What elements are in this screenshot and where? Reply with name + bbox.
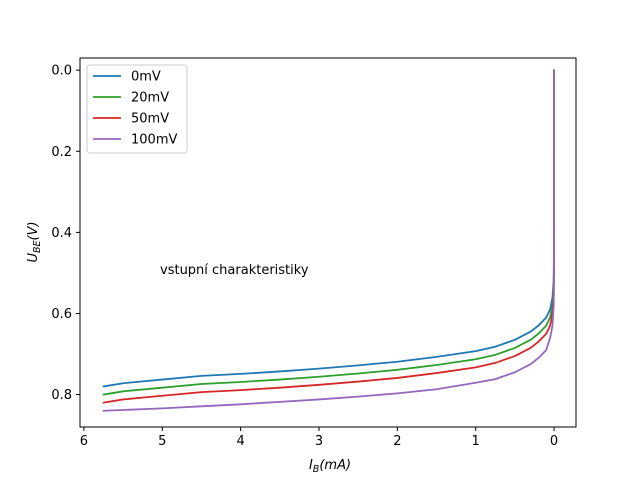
- x-tick-label: 2: [393, 434, 401, 449]
- y-axis-label: UBE(V): [26, 221, 43, 262]
- legend: 0mV 20mV 50mV 100mV: [86, 64, 188, 154]
- x-tick-label: 3: [315, 434, 323, 449]
- y-axis-label-tail: (V): [26, 221, 41, 240]
- x-axis-label: IB(mA): [309, 458, 351, 475]
- y-tick-label: 0.0: [51, 64, 72, 79]
- legend-label-0mV: 0mV: [131, 70, 161, 85]
- x-tick-label: 0: [550, 434, 558, 449]
- y-ticks: 0.0 0.2 0.4 0.6 0.8: [51, 64, 80, 403]
- y-tick-label: 0.2: [51, 145, 72, 160]
- legend-label-100mV: 100mV: [131, 133, 177, 148]
- y-tick-label: 0.6: [51, 307, 72, 322]
- series-line-100mV: [102, 69, 555, 412]
- x-axis-label-main: I: [309, 458, 313, 473]
- legend-label-20mV: 20mV: [131, 91, 169, 106]
- x-tick-label: 1: [472, 434, 480, 449]
- x-axis-label-tail: (mA): [319, 458, 351, 473]
- y-tick-label: 0.4: [51, 226, 72, 241]
- x-tick-label: 4: [236, 434, 244, 449]
- y-tick-label: 0.8: [51, 388, 72, 403]
- legend-box: [86, 64, 188, 154]
- legend-items: 0mV 20mV 50mV 100mV: [93, 70, 177, 148]
- plot-frame: [79, 57, 577, 428]
- x-tick-label: 5: [158, 434, 166, 449]
- y-axis-label-sub: BE: [32, 241, 43, 254]
- x-tick-label: 6: [80, 434, 88, 449]
- annotation-label: vstupní charakteristiky: [160, 263, 309, 278]
- x-ticks: 6 5 4 3 2 1 0: [80, 427, 558, 449]
- y-axis-label-main: U: [26, 253, 41, 263]
- series-layer: [102, 69, 555, 412]
- x-axis-label-sub: B: [313, 464, 320, 475]
- legend-label-50mV: 50mV: [131, 112, 169, 127]
